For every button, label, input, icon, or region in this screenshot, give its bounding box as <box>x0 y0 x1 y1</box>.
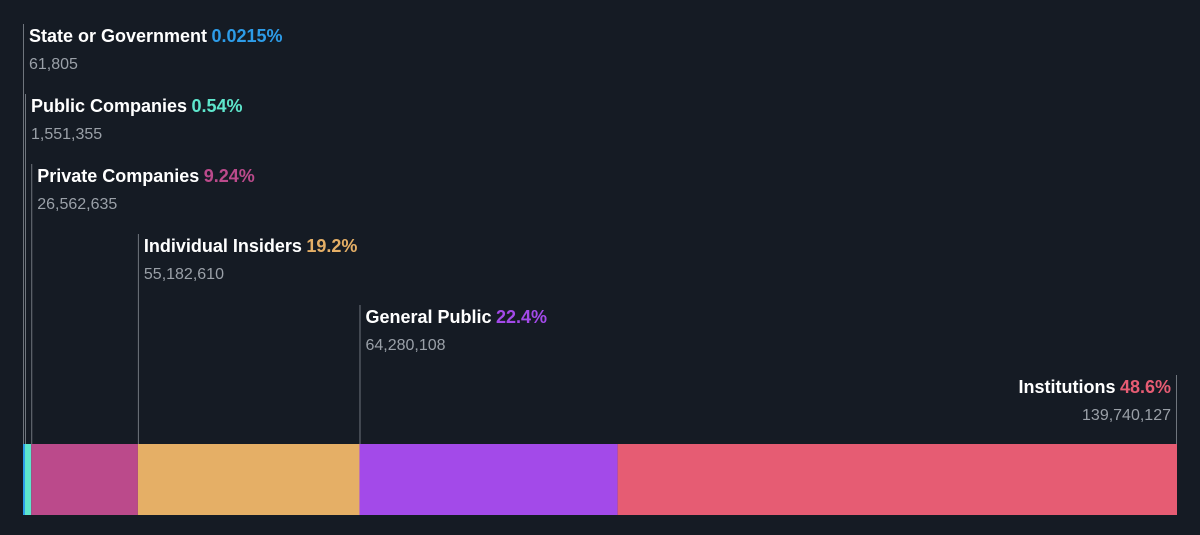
segment-label: Private Companies 9.24% 26,562,635 <box>37 166 255 214</box>
segment-label: Public Companies 0.54% 1,551,355 <box>31 96 243 144</box>
segment-name: Individual Insiders <box>143 236 302 256</box>
segment-count: 139,740,127 <box>1082 407 1171 424</box>
segment-percent: 0.0215% <box>211 26 283 46</box>
bar-segment-general-public <box>359 444 618 515</box>
segment-name: Institutions <box>1018 377 1116 397</box>
segment-name: Public Companies <box>31 96 188 116</box>
bar-segment-state-or-government <box>23 444 25 515</box>
segment-name: State or Government <box>29 26 208 46</box>
segment-count: 1,551,355 <box>31 126 103 143</box>
segment-percent: 9.24% <box>203 166 255 186</box>
segment-percent: 0.54% <box>191 96 243 116</box>
segment-label: Institutions 48.6% 139,740,127 <box>1019 377 1172 425</box>
segment-count: 26,562,635 <box>37 196 118 213</box>
bar-segment-individual-insiders <box>137 444 360 515</box>
segment-label: Individual Insiders 19.2% 55,182,610 <box>144 236 358 284</box>
segment-percent: 19.2% <box>306 236 358 256</box>
segment-label: General Public 22.4% 64,280,108 <box>365 307 547 355</box>
segment-percent: 48.6% <box>1119 377 1171 397</box>
bar-segment-private-companies <box>31 444 138 515</box>
segment-count: 61,805 <box>29 56 78 73</box>
segment-count: 64,280,108 <box>365 337 446 354</box>
segment-label: State or Government 0.0215% 61,805 <box>29 26 283 74</box>
segment-name: Private Companies <box>37 166 200 186</box>
segment-name: General Public <box>365 307 492 327</box>
bar-segment-institutions <box>617 444 1177 515</box>
bar-segment-public-companies <box>25 444 32 515</box>
segment-count: 55,182,610 <box>143 266 224 283</box>
segment-percent: 22.4% <box>495 307 548 327</box>
